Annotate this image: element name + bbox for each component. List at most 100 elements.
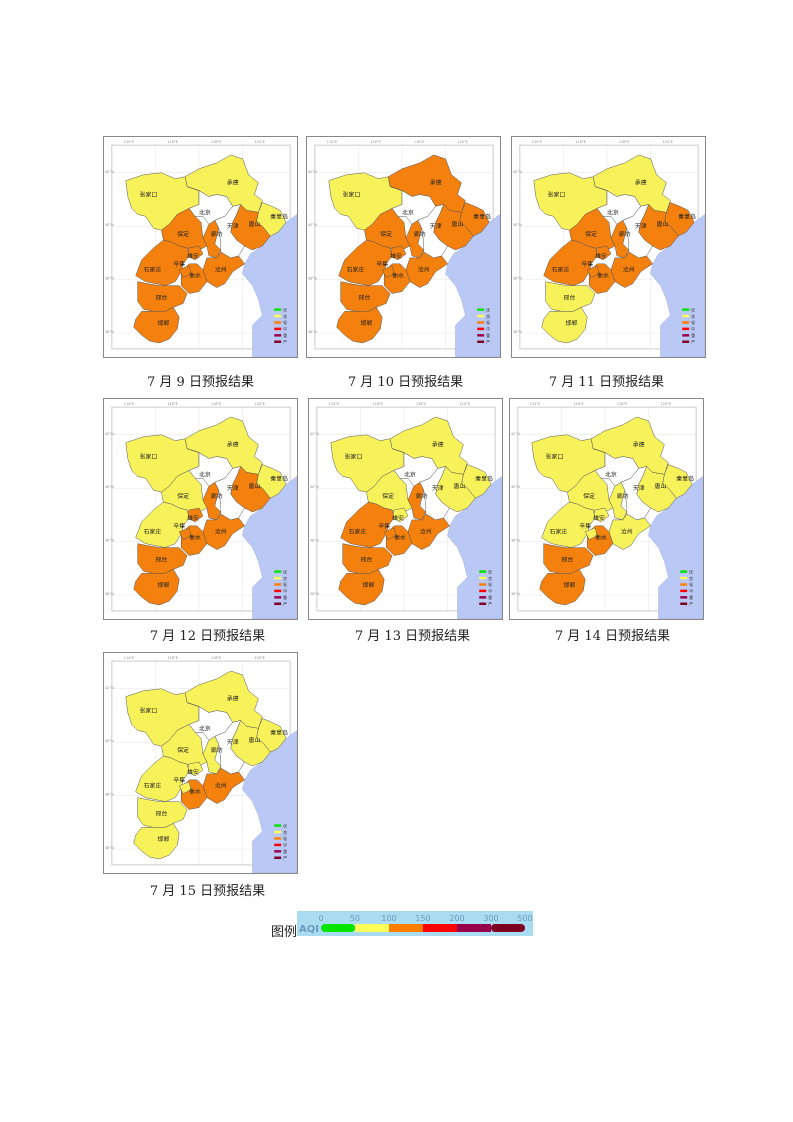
region-xingtai xyxy=(545,281,596,312)
panel-legend-swatch xyxy=(274,837,282,840)
city-label: 张家口 xyxy=(345,453,363,461)
city-label: 衡水 xyxy=(595,534,607,542)
aqi-tick-label: 200 xyxy=(449,914,464,923)
panel-legend-label: 重 xyxy=(283,595,287,600)
city-label: 沧州 xyxy=(215,782,227,790)
aqi-tick-label: 500 xyxy=(517,914,532,923)
city-label: 北京 xyxy=(404,470,416,478)
panel-legend-label: 优 xyxy=(283,569,287,574)
panel-legend-swatch xyxy=(274,340,282,344)
lat-tick-label: 40°N xyxy=(310,485,319,489)
region-tianjin xyxy=(622,204,653,259)
city-label: 邢台 xyxy=(155,809,167,817)
lon-tick-label: 118°E xyxy=(617,402,628,406)
lon-tick-label: 120°E xyxy=(457,140,468,144)
city-label: 雄安 xyxy=(392,514,404,522)
region-shijiazhuang xyxy=(135,755,190,802)
lat-tick-label: 40°N xyxy=(513,223,522,227)
city-label: 唐山 xyxy=(657,220,669,228)
lat-tick-label: 38°N xyxy=(308,277,317,281)
aqi-tick-label: 0 xyxy=(318,914,323,923)
panel-legend-swatch xyxy=(274,843,282,847)
city-label: 石家庄 xyxy=(144,266,162,274)
region-tianjin xyxy=(214,720,245,775)
lat-tick-label: 38°N xyxy=(105,539,114,543)
city-label: 雄安 xyxy=(187,252,199,260)
lon-tick-label: 114°E xyxy=(124,140,135,144)
aqi-axis-title: AQI xyxy=(299,924,319,935)
lat-tick-label: 40°N xyxy=(105,223,114,227)
aqi-segment xyxy=(423,924,457,932)
panel-legend-swatch xyxy=(680,570,688,573)
city-label: 北京 xyxy=(199,724,211,732)
panel-legend-swatch xyxy=(274,824,282,827)
region-xingtai xyxy=(342,543,393,574)
panel-legend-label: 严 xyxy=(283,340,287,345)
panel-legend-label: 良 xyxy=(283,314,287,319)
panel-legend-swatch xyxy=(274,321,282,324)
city-label: 邯郸 xyxy=(360,319,372,327)
city-label: 保定 xyxy=(177,492,189,500)
aqi-color-bar: AQI 0 50 100 150 200 300 500 xyxy=(297,911,533,936)
panel-legend-label: 轻 xyxy=(486,320,490,325)
lon-tick-label: 118°E xyxy=(211,656,222,660)
panel-legend-label: 优 xyxy=(486,307,490,312)
lon-tick-label: 120°E xyxy=(660,402,671,406)
forecast-caption-0711: 7 月 11 日预报结果 xyxy=(548,375,665,390)
lat-tick-label: 38°N xyxy=(511,539,520,543)
region-handan xyxy=(133,307,180,344)
map-svg: 114°E 116°E 118°E 120°E 42°N 40°N 38°N 36°N 张家口 承… xyxy=(105,140,297,357)
panel-legend-swatch xyxy=(477,314,485,318)
city-label: 沧州 xyxy=(621,528,633,536)
panel-legend-swatch xyxy=(274,576,282,580)
region-handan xyxy=(541,307,588,344)
city-label: 保定 xyxy=(585,230,597,238)
city-label: 邯郸 xyxy=(157,319,169,327)
region-shijiazhuang xyxy=(135,501,190,548)
city-label: 承德 xyxy=(635,179,647,187)
panel-legend-label: 严 xyxy=(689,602,693,607)
panel-legend-label: 重 xyxy=(283,849,287,854)
region-xingtai xyxy=(137,281,188,312)
city-label: 辛集 xyxy=(378,522,390,530)
panel-legend-label: 严 xyxy=(283,602,287,607)
city-label: 天津 xyxy=(633,485,645,492)
lon-tick-label: 118°E xyxy=(619,140,630,144)
region-tianjin xyxy=(419,466,450,521)
city-label: 保定 xyxy=(177,746,189,754)
panel-legend-swatch xyxy=(274,596,282,599)
city-label: 邢台 xyxy=(563,293,575,301)
city-label: 唐山 xyxy=(655,482,667,490)
panel-legend-label: 中 xyxy=(283,327,287,332)
city-label: 石家庄 xyxy=(349,528,367,536)
panel-legend-swatch xyxy=(682,327,690,331)
city-label: 张家口 xyxy=(140,707,158,715)
region-xinji xyxy=(178,527,192,541)
city-label: 廊坊 xyxy=(416,492,428,500)
city-label: 唐山 xyxy=(249,736,261,744)
lon-tick-label: 120°E xyxy=(662,140,673,144)
aqi-segment xyxy=(355,924,389,932)
aqi-tick-label: 50 xyxy=(350,914,360,923)
city-label: 辛集 xyxy=(376,260,388,268)
panel-legend-swatch xyxy=(680,589,688,593)
panel-legend-label: 中 xyxy=(689,589,693,594)
city-label: 石家庄 xyxy=(144,782,162,790)
panel-legend-label: 良 xyxy=(691,314,695,319)
panel-legend-swatch xyxy=(682,321,690,324)
city-label: 廊坊 xyxy=(211,230,223,238)
city-label: 唐山 xyxy=(249,482,261,490)
panel-legend-swatch xyxy=(680,583,688,586)
panel-legend-label: 重 xyxy=(486,333,490,338)
city-label: 邢台 xyxy=(155,555,167,563)
city-label: 承德 xyxy=(432,441,444,449)
city-label: 雄安 xyxy=(187,514,199,522)
city-label: 沧州 xyxy=(420,528,432,536)
city-label: 秦皇岛 xyxy=(270,728,288,736)
region-handan xyxy=(336,307,383,344)
panel-legend-label: 严 xyxy=(486,340,490,345)
region-xingtai xyxy=(340,281,391,312)
city-label: 张家口 xyxy=(140,191,158,199)
